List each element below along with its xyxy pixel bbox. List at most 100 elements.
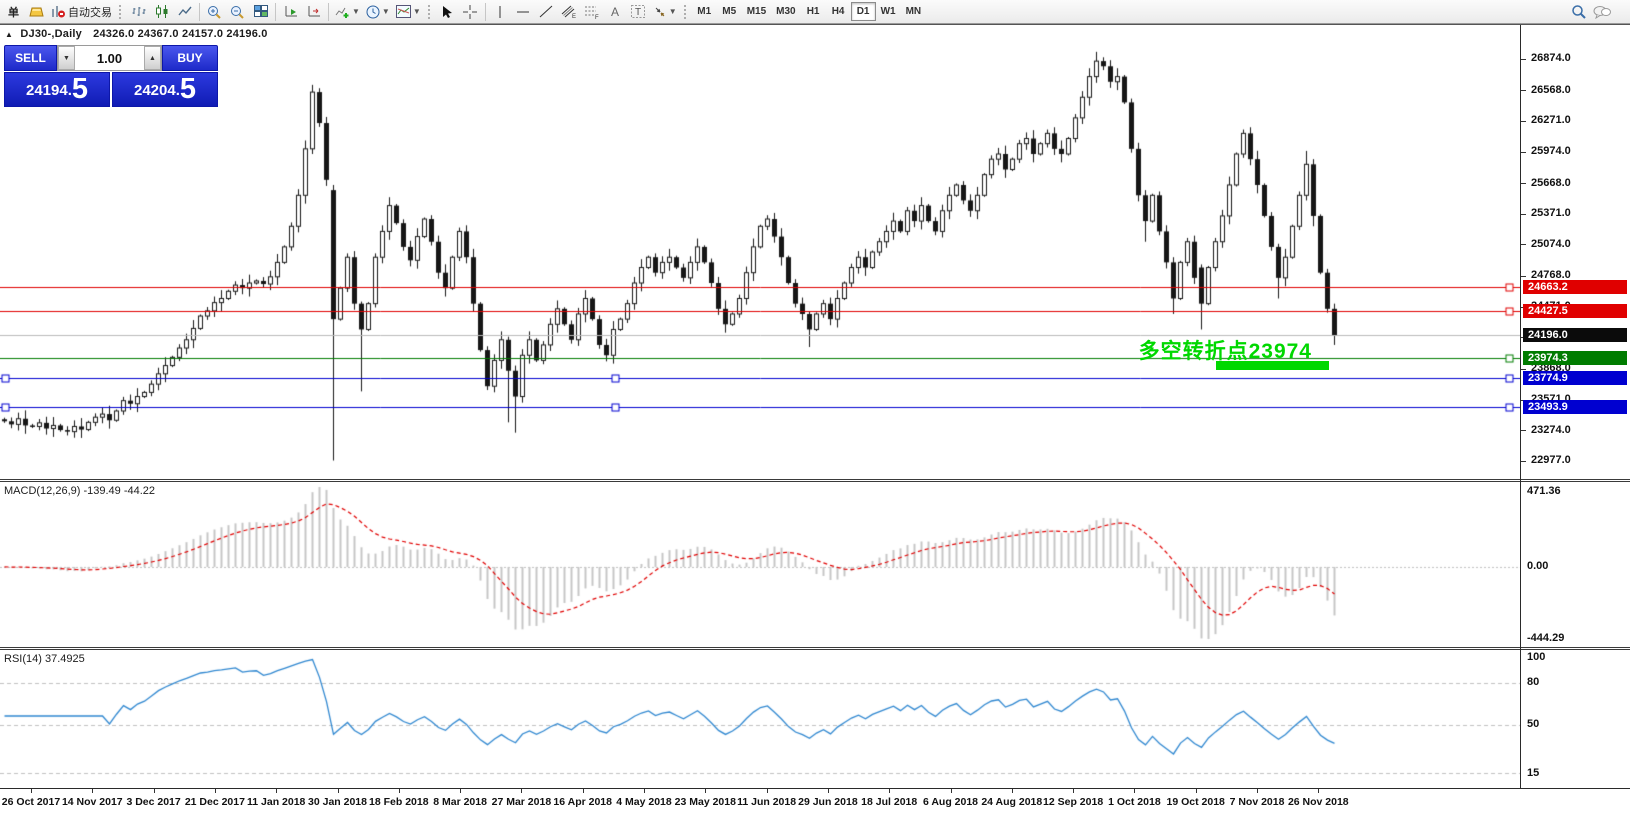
arrows-tool-button[interactable]: ▼ bbox=[650, 1, 680, 22]
toolbar-separator bbox=[328, 2, 329, 21]
price-level-badge: 23974.3 bbox=[1523, 350, 1627, 365]
price-axis-border bbox=[1520, 25, 1521, 822]
clock-icon bbox=[366, 5, 380, 18]
cursor-tool-button[interactable] bbox=[436, 1, 459, 22]
collapse-triangle-icon[interactable]: ▲ bbox=[5, 30, 14, 39]
chat-bubbles-icon bbox=[1593, 5, 1611, 19]
volume-input[interactable] bbox=[75, 46, 144, 70]
line-chart-mode-button[interactable] bbox=[173, 1, 196, 22]
autotrading-icon bbox=[52, 6, 65, 18]
time-axis[interactable]: 26 Oct 2017 14 Nov 2017 3 Dec 2017 21 Dec 2… bbox=[0, 788, 1630, 822]
tile-windows-icon bbox=[253, 5, 268, 17]
time-tick-mark bbox=[398, 789, 400, 793]
time-tick-label: 14 Nov 2017 bbox=[61, 796, 123, 808]
crosshair-icon bbox=[463, 4, 478, 19]
indicators-button[interactable]: ▼ bbox=[332, 1, 363, 22]
text-tool-button[interactable]: A bbox=[604, 1, 627, 22]
toolbar-grip[interactable] bbox=[682, 3, 688, 20]
time-tick-label: 6 Aug 2018 bbox=[922, 796, 979, 808]
rsi-axis-label: 50 bbox=[1527, 718, 1540, 731]
channel-tool-button[interactable]: E bbox=[558, 1, 581, 22]
timeframe-mn[interactable]: MN bbox=[901, 2, 927, 21]
volume-increase-button[interactable]: ▲ bbox=[144, 46, 161, 70]
bar-chart-mode-button[interactable] bbox=[127, 1, 150, 22]
new-order-button[interactable]: 单 bbox=[2, 1, 25, 22]
price-level-badge: 23774.9 bbox=[1523, 371, 1627, 386]
time-tick-label: 4 May 2018 bbox=[616, 796, 672, 808]
fibonacci-tool-button[interactable]: F bbox=[581, 1, 604, 22]
time-tick-label: 23 May 2018 bbox=[674, 796, 736, 808]
macd-indicator-pane[interactable] bbox=[0, 482, 1521, 647]
sell-price-pip: 5 bbox=[71, 73, 89, 105]
dropdown-caret: ▼ bbox=[381, 6, 390, 16]
price-tick-label: 25371.0 bbox=[1531, 207, 1571, 220]
timeframe-h4[interactable]: H4 bbox=[826, 2, 851, 21]
trade-panel-price-row: 24194. 5 24204. 5 bbox=[4, 72, 218, 107]
templates-button[interactable]: ▼ bbox=[393, 1, 424, 22]
time-tick-label: 24 Aug 2018 bbox=[981, 796, 1043, 808]
price-tick-label: 26271.0 bbox=[1531, 114, 1571, 127]
template-icon bbox=[395, 5, 411, 18]
time-tick-label: 3 Dec 2017 bbox=[126, 796, 181, 808]
crosshair-tool-button[interactable] bbox=[459, 1, 482, 22]
price-tick-label: 22977.0 bbox=[1531, 454, 1571, 467]
time-tick-label: 30 Jan 2018 bbox=[308, 796, 367, 808]
annotation-highlight-bar[interactable] bbox=[1216, 361, 1329, 370]
auto-scroll-button[interactable] bbox=[279, 1, 302, 22]
zoom-out-button[interactable] bbox=[226, 1, 249, 22]
timeframe-m15[interactable]: M15 bbox=[742, 2, 771, 21]
macd-pane-separator[interactable] bbox=[0, 479, 1630, 482]
price-axis[interactable]: 26874.0 26568.0 26271.0 25974.0 25668.0 25371… bbox=[1521, 25, 1630, 822]
chart-shift-button[interactable] bbox=[302, 1, 325, 22]
toolbar-grip[interactable] bbox=[118, 3, 123, 20]
sell-price-display[interactable]: 24194. 5 bbox=[4, 72, 110, 107]
buy-price-main: 24204. bbox=[133, 82, 180, 99]
timeframe-h1[interactable]: H1 bbox=[801, 2, 826, 21]
dropdown-caret: ▼ bbox=[352, 6, 360, 16]
vertical-line-tool-button[interactable] bbox=[489, 1, 512, 22]
rsi-pane-separator[interactable] bbox=[0, 647, 1630, 650]
search-button[interactable] bbox=[1567, 1, 1590, 22]
timeframe-w1[interactable]: W1 bbox=[876, 2, 901, 21]
buy-price-display[interactable]: 24204. 5 bbox=[112, 72, 218, 107]
zoom-in-button[interactable] bbox=[203, 1, 226, 22]
price-tick-mark bbox=[1521, 151, 1526, 153]
rsi-axis-label: 15 bbox=[1527, 766, 1540, 779]
timeframe-m30[interactable]: M30 bbox=[771, 2, 800, 21]
buy-button[interactable]: BUY bbox=[162, 45, 218, 71]
autotrading-button[interactable]: 自动交易 bbox=[48, 1, 115, 22]
time-tick-mark bbox=[827, 789, 829, 793]
timeframe-m1[interactable]: M1 bbox=[692, 2, 717, 21]
trendline-tool-button[interactable] bbox=[535, 1, 558, 22]
sell-button[interactable]: SELL bbox=[4, 45, 57, 71]
volume-decrease-button[interactable]: ▼ bbox=[58, 46, 75, 70]
price-tick-mark bbox=[1521, 58, 1526, 60]
annotation-text[interactable]: 多空转折点23974 bbox=[1138, 340, 1312, 363]
timeframes-menu-button[interactable]: ▼ bbox=[363, 1, 393, 22]
cursor-icon bbox=[443, 5, 453, 18]
time-tick-mark bbox=[31, 789, 32, 793]
rsi-indicator-pane[interactable] bbox=[0, 650, 1521, 788]
volume-control: ▼ ▲ bbox=[57, 45, 162, 71]
candlestick-mode-button[interactable] bbox=[150, 1, 173, 22]
toolbar-right-group bbox=[1567, 1, 1614, 22]
chat-button[interactable] bbox=[1590, 1, 1614, 22]
tile-windows-button[interactable] bbox=[249, 1, 272, 22]
price-tick-label: 25668.0 bbox=[1531, 176, 1571, 189]
gold-panel-button[interactable] bbox=[25, 1, 48, 22]
horizontal-line-icon bbox=[517, 11, 530, 12]
horizontal-line-tool-button[interactable] bbox=[512, 1, 535, 22]
svg-text:T: T bbox=[635, 7, 641, 18]
timeframe-m5[interactable]: M5 bbox=[717, 2, 742, 21]
zoom-out-icon bbox=[231, 5, 244, 19]
time-tick-mark bbox=[1257, 789, 1258, 793]
text-label-tool-button[interactable]: T bbox=[627, 1, 650, 22]
timeframe-d1[interactable]: D1 bbox=[850, 2, 876, 21]
price-tick-mark bbox=[1521, 430, 1526, 432]
arrows-icon bbox=[655, 7, 665, 17]
autotrading-label: 自动交易 bbox=[68, 6, 112, 19]
toolbar-grip[interactable] bbox=[426, 3, 432, 20]
svg-text:F: F bbox=[595, 15, 599, 19]
main-price-chart[interactable] bbox=[0, 25, 1521, 479]
price-tick-mark bbox=[1521, 460, 1526, 462]
